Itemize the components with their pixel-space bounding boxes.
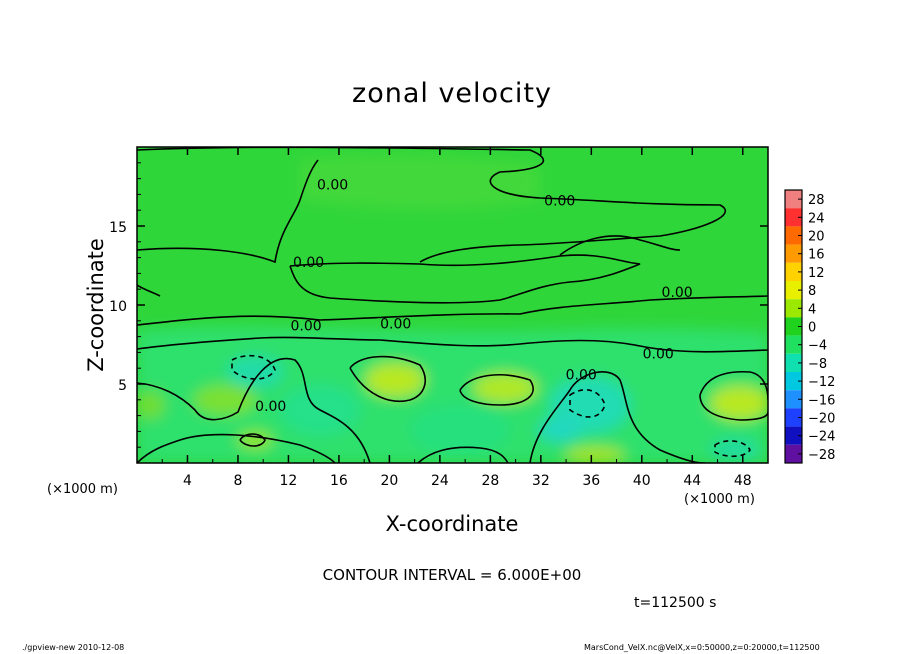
colorbar-label: 8: [808, 284, 816, 299]
colorbar-swatch: [785, 390, 802, 409]
colorbar-label: −4: [808, 339, 827, 354]
contour-label: 0.00: [380, 317, 411, 333]
chart-title: zonal velocity: [352, 78, 552, 109]
colorbar-swatch: [785, 208, 802, 227]
x-tick-label: 36: [582, 473, 600, 489]
contour-label: 0.00: [317, 178, 348, 194]
time-stamp: t=112500 s: [634, 595, 717, 611]
velocity-field: [137, 147, 768, 463]
x-tick-label: 12: [280, 473, 298, 489]
colorbar-label: 16: [808, 248, 825, 263]
x-tick-label: 4: [183, 473, 192, 489]
x-tick-label: 8: [233, 473, 242, 489]
x-unit-label-right: (×1000 m): [684, 492, 755, 507]
colorbar-label: −28: [808, 448, 835, 463]
x-tick-label: 44: [683, 473, 701, 489]
colorbar-label: 24: [808, 211, 825, 226]
colorbar-swatch: [785, 244, 802, 263]
contour-label: 0.00: [291, 318, 322, 334]
footer-left: ./gpview-new 2010-12-08: [22, 643, 125, 652]
colorbar-swatch: [785, 353, 802, 372]
colorbar-swatch: [785, 426, 802, 445]
colorbar-swatch: [785, 262, 802, 281]
x-tick-label: 32: [532, 473, 550, 489]
colorbar-label: 4: [808, 302, 816, 317]
contour-label: 0.00: [566, 367, 597, 383]
y-tick-label: 10: [109, 299, 127, 315]
contour-label: 0.00: [643, 347, 674, 363]
x-axis-ticks: 4 8 12 16 20 24 28 32 36 40 44 48: [161, 147, 752, 489]
footer-right: MarsCond_VelX.nc@VelX,x=0:50000,z=0:2000…: [584, 643, 820, 652]
contour-label: 0.00: [544, 193, 575, 209]
colorbar-swatch: [785, 444, 802, 463]
contour-lines: [137, 147, 768, 463]
contour-label: 0.00: [255, 399, 286, 415]
y-axis-label: Z-coordinate: [84, 238, 108, 372]
x-tick-label: 20: [380, 473, 398, 489]
x-axis-label: X-coordinate: [385, 512, 519, 536]
colorbar-swatch: [785, 190, 802, 209]
colorbar-label: 28: [808, 193, 825, 208]
y-axis-ticks: 5 10 15: [109, 162, 768, 448]
x-tick-label: 28: [481, 473, 499, 489]
colorbar-swatch: [785, 335, 802, 354]
colorbar-label: 0: [808, 321, 816, 336]
colorbar-label: −20: [808, 412, 835, 427]
colorbar-label: −16: [808, 393, 835, 408]
contour-interval-text: CONTOUR INTERVAL = 6.000E+00: [322, 566, 582, 584]
colorbar-label: 12: [808, 266, 825, 281]
colorbar-swatch: [785, 281, 802, 300]
colorbar-swatch: [785, 408, 802, 427]
colorbar-label: −24: [808, 430, 835, 445]
x-tick-label: 24: [431, 473, 449, 489]
y-tick-label: 15: [109, 220, 127, 236]
x-tick-label: 48: [734, 473, 752, 489]
colorbar: 28 24 20 16 12 8 4 0 −4 −8 −12 −16 −20 −24 −28: [784, 189, 835, 464]
colorbar-swatch: [785, 226, 802, 245]
colorbar-label: −12: [808, 375, 835, 390]
y-tick-label: 5: [118, 378, 127, 394]
contour-label: 0.00: [293, 255, 324, 271]
colorbar-label: 20: [808, 230, 825, 245]
x-unit-label-left: (×1000 m): [47, 482, 118, 497]
colorbar-swatch: [785, 317, 802, 336]
x-tick-label: 16: [330, 473, 348, 489]
colorbar-label: −8: [808, 357, 827, 372]
x-tick-label: 40: [633, 473, 651, 489]
contour-label-group: 0.00 0.00 0.00 0.00 0.00 0.00 0.00 0.00 0.00: [255, 178, 693, 415]
colorbar-swatch: [785, 372, 802, 391]
colorbar-swatch: [785, 299, 802, 318]
contour-label: 0.00: [662, 285, 693, 301]
